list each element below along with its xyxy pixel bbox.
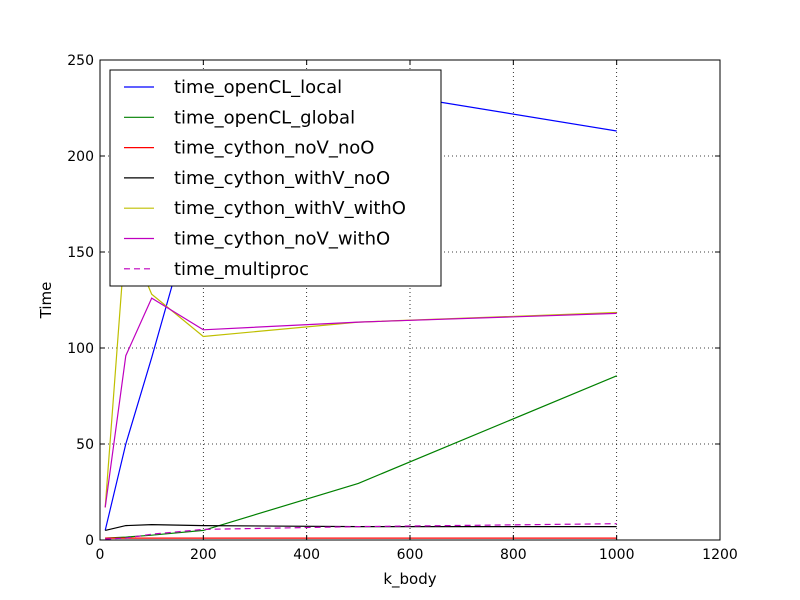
x-tick-label: 600 xyxy=(397,547,424,563)
series-line-time_multiproc xyxy=(105,523,617,540)
y-tick-label: 100 xyxy=(67,341,94,357)
series-line-time_cython_withV_noO xyxy=(105,523,617,531)
x-axis-label: k_body xyxy=(383,570,436,589)
legend-box xyxy=(109,69,442,287)
y-tick-label: 0 xyxy=(85,533,94,549)
x-tick-label: 0 xyxy=(96,547,105,563)
x-tick-label: 1000 xyxy=(599,547,635,563)
legend-entry-label: time_cython_withV_noO xyxy=(174,168,390,189)
y-tick-label: 250 xyxy=(67,53,94,69)
legend-entry-label: time_openCL_global xyxy=(174,107,355,128)
series-line-time_openCL_global xyxy=(105,375,617,539)
legend: time_openCL_local time_openCL_global time_… xyxy=(109,69,442,287)
y-tick-label: 50 xyxy=(76,437,94,453)
legend-entry-label: time_cython_noV_withO xyxy=(174,229,390,250)
series-line-time_cython_noV_withO xyxy=(104,297,617,508)
legend-entry-label: time_openCL_local xyxy=(174,77,342,98)
axis-ticks: 0 200 400 600 800 1000 1200 0 50 100 150 200 250 xyxy=(67,53,738,563)
x-tick-label: 800 xyxy=(500,547,527,563)
x-tick-label: 200 xyxy=(190,547,217,563)
x-tick-label: 400 xyxy=(293,547,320,563)
legend-entry-label: time_cython_withV_withO xyxy=(174,198,406,219)
y-tick-label: 150 xyxy=(67,245,94,261)
legend-entry-label: time_multiproc xyxy=(174,259,309,280)
y-tick-label: 200 xyxy=(67,149,94,165)
legend-entry-label: time_cython_noV_noO xyxy=(174,138,374,159)
x-tick-label: 1200 xyxy=(702,547,738,563)
y-axis-label: Time xyxy=(37,282,55,320)
